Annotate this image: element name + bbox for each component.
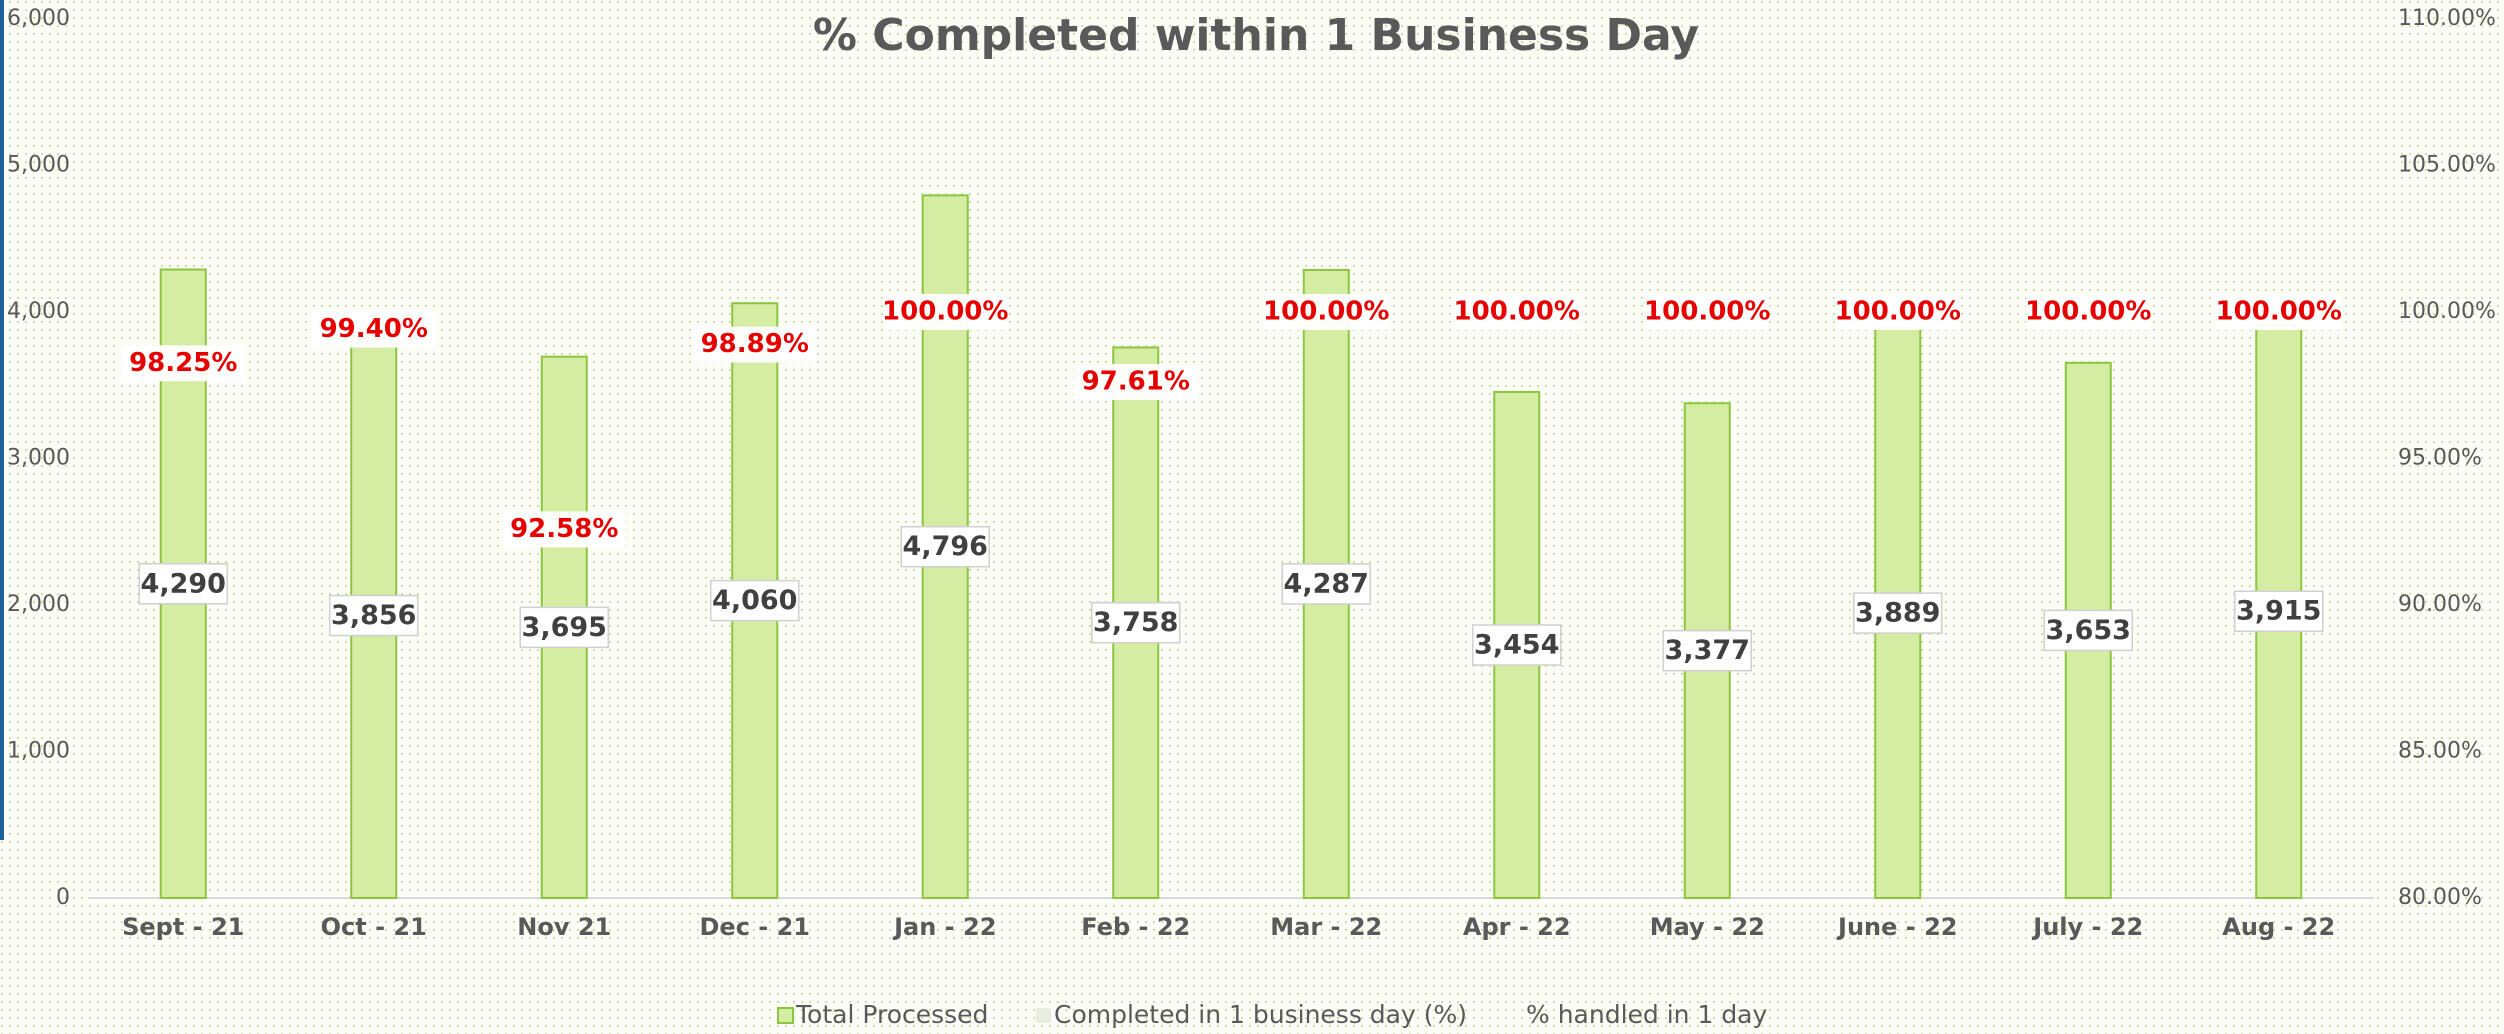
value-label: 3,856 xyxy=(331,600,416,631)
percent-label: 97.61% xyxy=(1082,367,1190,397)
value-label-box xyxy=(138,563,228,605)
percent-label-box xyxy=(692,326,817,363)
x-tick-label: Sept - 21 xyxy=(122,913,244,941)
value-label: 4,060 xyxy=(712,585,797,616)
percent-label-box xyxy=(883,294,1008,330)
x-tick-label: Nov 21 xyxy=(517,913,611,941)
value-label: 3,915 xyxy=(2236,596,2321,627)
y2-tick-label: 105.00% xyxy=(2398,153,2496,178)
percent-label: 100.00% xyxy=(1644,297,1770,327)
percent-label: 98.25% xyxy=(129,348,237,378)
y2-tick-label: 80.00% xyxy=(2398,885,2482,910)
percent-label-box xyxy=(1835,294,1960,330)
y2-tick-label: 95.00% xyxy=(2398,446,2482,471)
x-tick-label: Mar - 22 xyxy=(1270,913,1382,941)
value-label-box xyxy=(900,525,990,568)
y-tick-label: 6,000 xyxy=(7,6,70,31)
percent-label: 100.00% xyxy=(2216,297,2342,327)
y-tick-label: 3,000 xyxy=(7,446,70,471)
y2-tick-label: 110.00% xyxy=(2398,6,2496,31)
y2-tick-label: 90.00% xyxy=(2398,592,2482,617)
value-label: 3,695 xyxy=(522,612,607,643)
value-label-box xyxy=(1472,624,1562,666)
percent-label-box xyxy=(311,311,436,348)
percent-label-box xyxy=(2216,294,2341,330)
percent-label: 100.00% xyxy=(1263,297,1389,327)
legend-label: Completed in 1 business day (%) xyxy=(1054,1000,1467,1029)
percent-label: 98.89% xyxy=(701,329,809,359)
y-tick-label: 4,000 xyxy=(7,299,70,324)
x-tick-label: Jan - 22 xyxy=(892,913,996,941)
legend-label: Total Processed xyxy=(795,1000,988,1029)
value-label-box xyxy=(1662,629,1752,672)
percent-label-box xyxy=(1264,294,1389,330)
percent-label: 92.58% xyxy=(510,514,618,544)
value-label-box xyxy=(329,594,419,637)
legend-marker xyxy=(1036,1008,1051,1023)
x-tick-label: June - 22 xyxy=(1836,913,1957,941)
x-tick-label: July - 22 xyxy=(2031,913,2143,941)
value-label: 3,758 xyxy=(1093,607,1178,638)
value-label-box xyxy=(2234,590,2324,632)
percent-label: 99.40% xyxy=(320,314,428,344)
percent-label: 100.00% xyxy=(1835,297,1961,327)
percent-label: 100.00% xyxy=(1454,297,1580,327)
x-tick-label: May - 22 xyxy=(1650,913,1765,941)
value-label: 3,653 xyxy=(2046,615,2131,646)
edge xyxy=(0,0,4,840)
x-tick-label: Aug - 22 xyxy=(2222,913,2335,941)
percent-label: 100.00% xyxy=(2025,297,2151,327)
y-tick-label: 2,000 xyxy=(7,592,70,617)
chart-title: % Completed within 1 Business Day xyxy=(813,10,1699,61)
value-label: 4,796 xyxy=(903,531,988,562)
value-label: 3,889 xyxy=(1855,598,1940,629)
y-tick-label: 5,000 xyxy=(7,153,70,178)
legend-label: % handled in 1 day xyxy=(1526,1000,1768,1029)
value-label-box xyxy=(1091,601,1181,644)
legend-marker xyxy=(777,1007,794,1024)
percent-label-box xyxy=(2026,294,2151,330)
y-tick-label: 1,000 xyxy=(7,739,70,764)
x-tick-label: Apr - 22 xyxy=(1463,913,1571,941)
value-label: 4,287 xyxy=(1284,568,1369,599)
value-label-box xyxy=(1281,563,1371,605)
percent-label-box xyxy=(1645,294,1770,330)
y-tick-label: 0 xyxy=(56,885,70,910)
percent-label: 100.00% xyxy=(882,297,1008,327)
value-label-box xyxy=(1853,592,1943,634)
value-label: 4,290 xyxy=(141,568,226,599)
value-label-box xyxy=(519,606,609,649)
percent-label-box xyxy=(502,511,627,548)
x-tick-label: Dec - 21 xyxy=(700,913,811,941)
x-tick-label: Feb - 22 xyxy=(1081,913,1190,941)
value-label-box xyxy=(2043,609,2133,652)
value-label: 3,377 xyxy=(1665,635,1750,666)
percent-label-box xyxy=(1454,294,1579,330)
percent-label-box xyxy=(121,345,246,382)
value-label-box xyxy=(710,579,800,622)
y2-tick-label: 100.00% xyxy=(2398,299,2496,324)
value-label: 3,454 xyxy=(1474,629,1559,660)
x-tick-label: Oct - 21 xyxy=(321,913,427,941)
y2-tick-label: 85.00% xyxy=(2398,739,2482,764)
percent-label-box xyxy=(1073,364,1198,401)
